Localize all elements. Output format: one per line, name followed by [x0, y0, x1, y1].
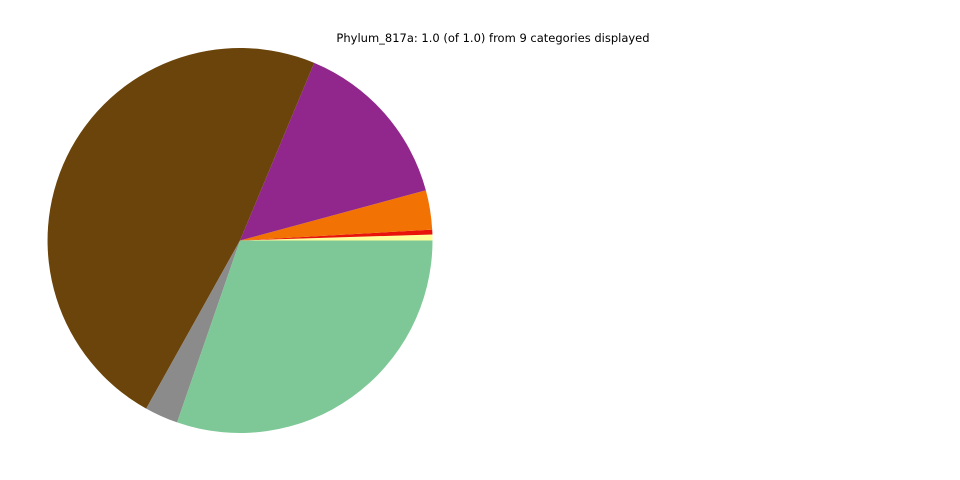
pie-slice-brown	[47, 48, 315, 409]
pie-slice-gray	[146, 240, 240, 423]
pie-slice-green	[177, 240, 433, 433]
chart-title: Phylum_817a: 1.0 (of 1.0) from 9 categor…	[336, 31, 650, 45]
pie-slice-pale-yellow	[240, 234, 433, 241]
pie-slice-red	[240, 229, 433, 241]
pie-slice-purple	[240, 62, 426, 241]
pie-slice-orange	[240, 190, 433, 241]
